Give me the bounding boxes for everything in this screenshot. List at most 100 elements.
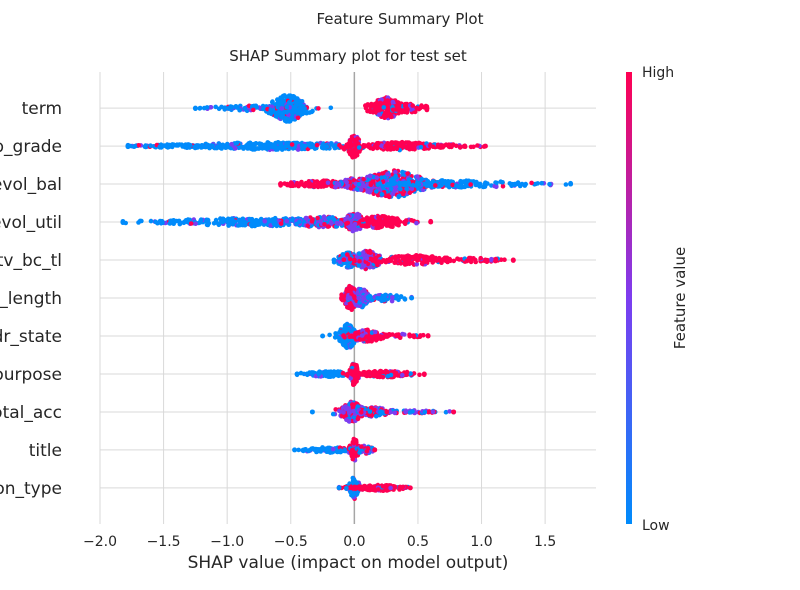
shap-point (451, 258, 457, 264)
shap-point (257, 145, 263, 150)
shap-point (322, 222, 327, 227)
shap-point (333, 370, 338, 376)
shap-point (208, 143, 214, 148)
shap-point (308, 183, 314, 189)
shap-point (198, 218, 203, 224)
shap-point (131, 144, 137, 149)
shap-point (350, 456, 356, 462)
shap-point (362, 223, 368, 228)
shap-point (380, 484, 386, 489)
shap-point (326, 215, 332, 221)
shap-point (350, 402, 355, 407)
shap-point (351, 294, 357, 299)
shap-point (304, 371, 310, 377)
shap-point (402, 144, 408, 149)
shap-point (229, 141, 234, 147)
shap-point (529, 180, 534, 186)
shap-point (375, 334, 380, 339)
shap-point (365, 339, 370, 344)
shap-point (345, 264, 351, 269)
shap-point (153, 219, 158, 225)
shap-point (321, 145, 326, 151)
shap-point (401, 219, 407, 225)
shap-point (468, 182, 473, 187)
shap-point (392, 410, 398, 416)
shap-point (421, 332, 426, 338)
shap-point (364, 449, 370, 454)
shap-point (314, 142, 320, 148)
shap-point (136, 143, 141, 148)
shap-points (120, 93, 574, 502)
shap-point (389, 298, 395, 304)
feature-labels: termp_gradeevol_balevol_utiltv_bc_tlp_le… (0, 99, 62, 499)
shap-point (386, 215, 391, 220)
shap-point (242, 105, 247, 111)
shap-point (471, 255, 476, 261)
shap-point (379, 143, 384, 148)
shap-point (397, 486, 403, 491)
shap-point (361, 250, 366, 255)
shap-point (375, 105, 380, 110)
shap-point (364, 256, 370, 261)
shap-point (375, 141, 381, 147)
shap-point (337, 142, 342, 148)
shap-point (381, 105, 387, 110)
shap-point (357, 258, 362, 264)
shap-point (437, 184, 442, 189)
shap-point (310, 217, 315, 222)
shap-point (199, 143, 205, 148)
shap-point (563, 182, 569, 187)
shap-point (359, 444, 364, 449)
shap-point (397, 259, 402, 264)
shap-point (193, 221, 198, 226)
shap-point (242, 222, 248, 228)
shap-point (381, 221, 387, 227)
shap-point (377, 221, 382, 227)
shap-point (403, 408, 409, 414)
shap-point (405, 140, 411, 145)
shap-point (393, 255, 399, 260)
shap-point (383, 113, 389, 118)
shap-point (405, 171, 411, 176)
shap-point (416, 140, 422, 146)
shap-point (547, 181, 552, 187)
shap-point (509, 181, 515, 187)
shap-point (377, 100, 383, 106)
shap-point (422, 409, 428, 415)
shap-point (295, 115, 301, 121)
shap-point (477, 184, 482, 189)
shap-point (159, 218, 165, 224)
shap-point (341, 340, 347, 346)
shap-point (365, 102, 370, 108)
shap-point (279, 106, 285, 111)
shap-point (347, 143, 353, 149)
shap-point (165, 145, 171, 150)
shap-point (271, 221, 277, 226)
shap-point (402, 180, 408, 185)
shap-point (419, 103, 424, 108)
shap-point (393, 259, 398, 265)
shap-point (384, 409, 390, 415)
shap-point (454, 183, 459, 188)
shap-point (381, 370, 386, 375)
shap-point (389, 114, 394, 120)
feature-label: ourpose (0, 365, 62, 385)
shap-point (397, 219, 403, 224)
shap-point (223, 218, 229, 223)
shap-point (374, 259, 380, 265)
chart-title: SHAP Summary plot for test set (229, 47, 467, 65)
shap-point (427, 143, 433, 148)
shap-point (356, 295, 362, 301)
shap-point (481, 184, 487, 189)
shap-point (409, 186, 415, 192)
shap-point (311, 143, 316, 149)
shap-point (235, 223, 241, 228)
shap-point (364, 334, 370, 339)
shap-point (324, 447, 330, 453)
shap-point (170, 142, 175, 147)
shap-point (396, 194, 402, 200)
shap-point (315, 184, 321, 190)
shap-point (493, 257, 499, 263)
shap-point (222, 107, 227, 112)
